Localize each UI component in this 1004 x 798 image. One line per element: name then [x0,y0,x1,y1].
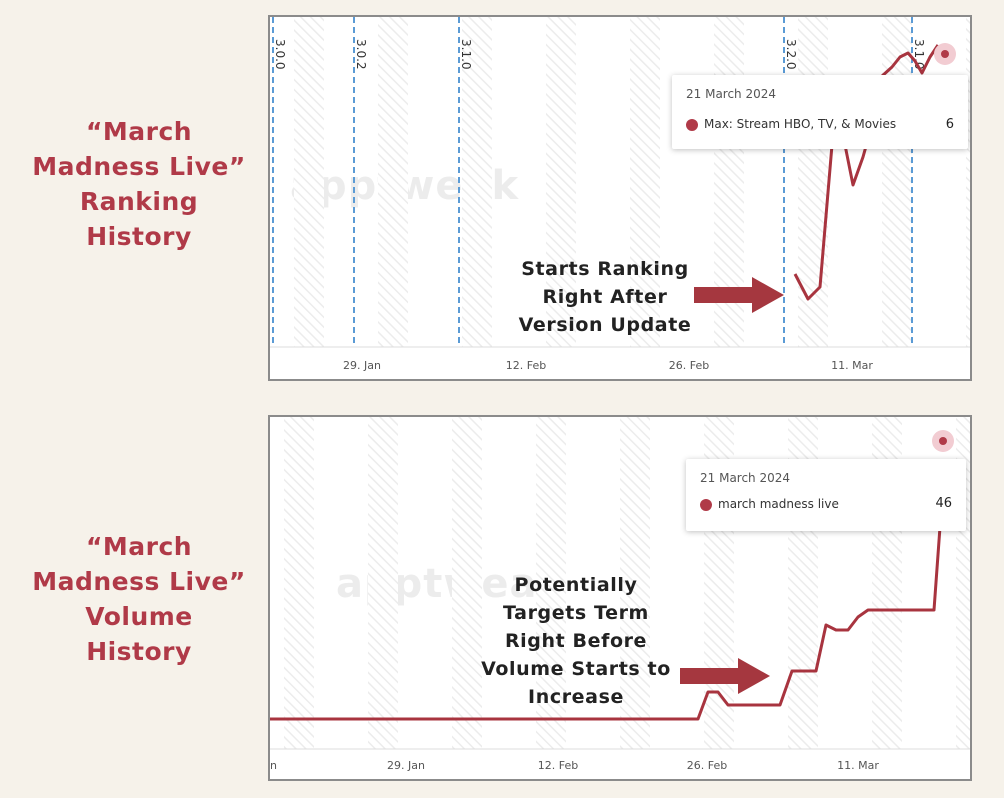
x-tick-label: 11. Mar [837,759,879,772]
annotation-line: Right After [542,286,668,308]
arrow-icon [694,277,784,313]
label-line: Volume [85,602,193,631]
x-tick-label: 29. Jan [343,359,381,372]
label-line: Madness Live” [32,152,246,181]
annotation-line: Version Update [518,314,692,336]
label-line: History [86,222,192,251]
version-label: 3.0.0 [273,39,287,70]
ranking-tooltip: 21 March 2024 Max: Stream HBO, TV, & Mov… [672,75,968,149]
version-label: 3.1.0 [459,39,473,70]
pin-icon[interactable] [934,43,956,65]
x-tick-label: 12. Feb [506,359,546,372]
annotation-line: Potentially [514,574,638,596]
annotation-line: Volume Starts to [481,658,671,680]
arrow-icon [680,658,770,694]
annotation-line: Targets Term [503,602,649,624]
tooltip-date: 21 March 2024 [700,471,791,485]
volume-history-label: “March Madness Live” Volume History [20,529,258,669]
x-tick-label: 26. Feb [687,759,727,772]
x-tick-label: 11. Mar [831,359,873,372]
volume-annotation: Potentially Targets Term Right Before Vo… [466,571,686,711]
version-label: 3.0.2 [354,39,368,70]
series-dot-icon [686,119,698,131]
label-line: Madness Live” [32,567,246,596]
series-dot-icon [700,499,712,511]
version-label: 3.2.0 [784,39,798,70]
label-line: “March [85,117,193,146]
label-line: “March [85,532,193,561]
tooltip-value: 46 [935,496,952,511]
x-tick-label: 29. Jan [387,759,425,772]
label-line: History [86,637,192,666]
x-tick-label: n [270,759,277,772]
tooltip-value: 6 [945,117,954,132]
ranking-chart: 3.0.0 3.0.2 3.1.0 3.2.0 3.1.0 29. Jan 12. Feb… [270,17,970,372]
tooltip-series-name: Max: Stream HBO, TV, & Movies [704,117,897,131]
volume-tooltip: 21 March 2024 march madness live 46 [686,459,966,531]
volume-series-line [270,466,944,721]
tooltip-series-name: march madness live [718,497,839,511]
annotation-line: Right Before [504,630,648,652]
volume-chart-panel: apptweak n 29. Jan 12. Feb 26. Feb 11. Mar P… [268,415,972,781]
annotation-line: Starts Ranking [521,258,689,280]
annotation-line: Increase [528,686,624,708]
label-line: Ranking [79,187,199,216]
ranking-annotation: Starts Ranking Right After Version Updat… [500,255,710,339]
pin-icon[interactable] [932,430,954,452]
ranking-chart-panel: apptweak 3.0.03.0.23.1.03.2.03.1.0 29. J… [268,15,972,381]
x-tick-label: 12. Feb [538,759,578,772]
x-tick-label: 26. Feb [669,359,709,372]
tooltip-date: 21 March 2024 [686,87,777,101]
ranking-history-label: “March Madness Live” Ranking History [20,114,258,254]
